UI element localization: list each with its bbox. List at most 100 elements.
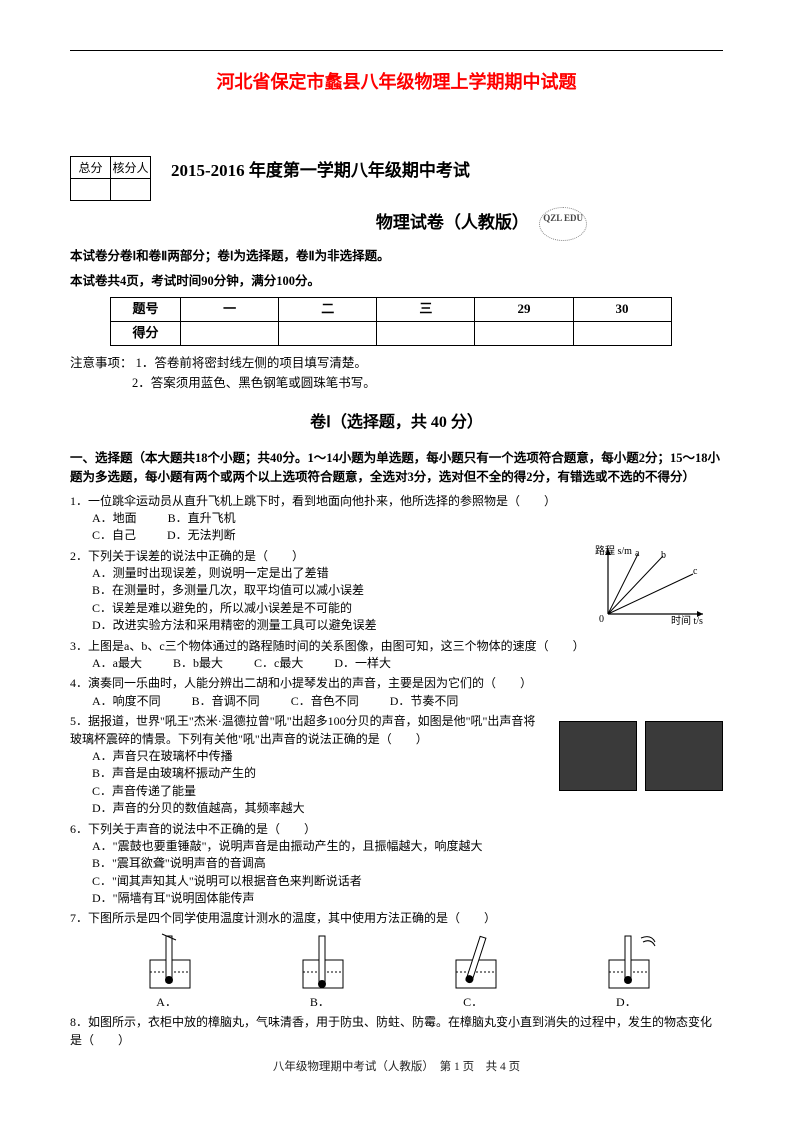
q1-opt-b: B．直升飞机 bbox=[168, 510, 236, 527]
chart-svg: a b c 路程 s/m 时间 t/s 0 bbox=[593, 544, 713, 626]
beaker-icon bbox=[438, 932, 508, 994]
chart-label-c: c bbox=[693, 566, 698, 577]
instr-2: 2．答案须用蓝色、黑色钢笔或圆珠笔书写。 bbox=[70, 374, 723, 393]
question-6: 6．下列关于声音的说法中不正确的是（ ） A．"震鼓也要重锤敲"，说明声音是由振… bbox=[70, 821, 723, 908]
beaker-label-c: C． bbox=[463, 995, 483, 1009]
question-8: 8．如图所示，衣柜中放的樟脑丸，气味清香，用于防虫、防蛀、防霉。在樟脑丸变小直到… bbox=[70, 1014, 723, 1049]
chart-xlabel: 时间 t/s bbox=[671, 614, 703, 626]
q6-opt-a: A．"震鼓也要重锤敲"，说明声音是由振动产生的，且振幅越大，响度越大 bbox=[92, 838, 723, 855]
question-5: 5．据报道，世界"吼王"杰米·温德拉曾"吼"出超多100分贝的声音，如图是他"吼… bbox=[70, 713, 723, 817]
td-label: 得分 bbox=[111, 321, 181, 345]
td-blank bbox=[279, 321, 377, 345]
q7-stem: 7．下图所示是四个同学使用温度计测水的温度，其中使用方法正确的是（ ） bbox=[70, 911, 496, 925]
instr-label: 注意事项： bbox=[70, 356, 133, 370]
logo-badge-icon: QZL EDU bbox=[539, 207, 587, 241]
page-title: 河北省保定市蠡县八年级物理上学期期中试题 bbox=[70, 69, 723, 96]
q1-opt-d: D．无法判断 bbox=[167, 527, 236, 544]
q3-stem: 3．上图是a、b、c三个物体通过的路程随时间的关系图像，由图可知，这三个物体的速… bbox=[70, 639, 585, 653]
beaker-icon bbox=[132, 932, 202, 994]
top-rule bbox=[70, 50, 723, 51]
header-row: 总分 核分人 2015-2016 年度第一学期八年级期中考试 bbox=[70, 156, 723, 201]
q5-stem: 5．据报道，世界"吼王"杰米·温德拉曾"吼"出超多100分贝的声音，如图是他"吼… bbox=[70, 714, 535, 745]
q8-stem: 8．如图所示，衣柜中放的樟脑丸，气味清香，用于防虫、防蛀、防霉。在樟脑丸变小直到… bbox=[70, 1015, 712, 1046]
q4-opt-b: B．音调不同 bbox=[192, 693, 260, 710]
question-3: 3．上图是a、b、c三个物体通过的路程随时间的关系图像，由图可知，这三个物体的速… bbox=[70, 638, 723, 673]
page-footer: 八年级物理期中考试（人教版） 第 1 页 共 4 页 bbox=[70, 1059, 723, 1076]
instr-1: 1．答卷前将密封线左侧的项目填写清楚。 bbox=[136, 356, 367, 370]
note-line-2: 本试卷共4页，考试时间90分钟，满分100分。 bbox=[70, 272, 723, 291]
exam-subtitle: 物理试卷（人教版） bbox=[376, 213, 529, 232]
q6-opt-b: B．"震耳欲聋"说明声音的音调高 bbox=[92, 855, 723, 872]
th-col: 一 bbox=[181, 297, 279, 321]
beaker-c: C． bbox=[438, 932, 508, 1011]
q3-opt-d: D．一样大 bbox=[334, 655, 391, 672]
q1-stem: 1．一位跳伞运动员从直升飞机上跳下时，看到地面向他扑来，他所选择的参照物是（ ） bbox=[70, 494, 556, 508]
q2-opt-a: A．测量时出现误差，则说明一定是出了差错 bbox=[92, 565, 583, 582]
beaker-label-b: B． bbox=[310, 995, 330, 1009]
photo-icon bbox=[645, 721, 723, 791]
beaker-icon bbox=[591, 932, 661, 994]
grid-blank bbox=[71, 179, 111, 201]
section-header: 卷Ⅰ（选择题，共 40 分） bbox=[70, 411, 723, 435]
chart-label-a: a bbox=[635, 548, 640, 559]
beaker-d: D． bbox=[591, 932, 661, 1011]
question-4: 4．演奏同一乐曲时，人能分辨出二胡和小提琴发出的声音，主要是因为它们的（ ） A… bbox=[70, 675, 723, 710]
q6-stem: 6．下列关于声音的说法中不正确的是（ ） bbox=[70, 822, 316, 836]
td-blank bbox=[573, 321, 671, 345]
q5-opt-c: C．声音传递了能量 bbox=[92, 783, 543, 800]
q2-opt-d: D．改进实验方法和采用精密的测量工具可以避免误差 bbox=[92, 617, 583, 634]
td-blank bbox=[475, 321, 573, 345]
th-col: 29 bbox=[475, 297, 573, 321]
note-line-1: 本试卷分卷Ⅰ和卷Ⅱ两部分；卷Ⅰ为选择题，卷Ⅱ为非选择题。 bbox=[70, 247, 723, 266]
q3-opt-a: A．a最大 bbox=[92, 655, 142, 672]
table-row: 题号 一 二 三 29 30 bbox=[111, 297, 672, 321]
q2-opt-b: B．在测量时，多测量几次，取平均值可以减小误差 bbox=[92, 582, 583, 599]
instructions: 注意事项： 1．答卷前将密封线左侧的项目填写清楚。 bbox=[70, 354, 723, 373]
table-row: 得分 bbox=[111, 321, 672, 345]
th-col: 30 bbox=[573, 297, 671, 321]
beaker-label-a: A． bbox=[156, 995, 177, 1009]
beaker-label-d: D． bbox=[616, 995, 637, 1009]
beaker-row: A． B． C． bbox=[90, 932, 703, 1011]
distance-time-chart: a b c 路程 s/m 时间 t/s 0 bbox=[593, 544, 713, 631]
beaker-b: B． bbox=[285, 932, 355, 1011]
chart-ylabel: 路程 s/m bbox=[595, 544, 632, 557]
th-col: 二 bbox=[279, 297, 377, 321]
q6-opt-d: D．"隔墙有耳"说明固体能传声 bbox=[92, 890, 723, 907]
q2-opt-c: C．误差是难以避免的，所以减小误差是不可能的 bbox=[92, 600, 583, 617]
q4-opt-c: C．音色不同 bbox=[291, 693, 359, 710]
q4-opt-d: D．节奏不同 bbox=[390, 693, 459, 710]
beaker-icon bbox=[285, 932, 355, 994]
question-7: 7．下图所示是四个同学使用温度计测水的温度，其中使用方法正确的是（ ） A． B… bbox=[70, 910, 723, 1011]
grid-label-total: 总分 bbox=[71, 157, 111, 179]
q5-opt-a: A．声音只在玻璃杯中传播 bbox=[92, 748, 543, 765]
q1-opt-c: C．自己 bbox=[92, 527, 136, 544]
question-2: 2．下列关于误差的说法中正确的是（ ） A．测量时出现误差，则说明一定是出了差错… bbox=[70, 548, 723, 635]
th-col: 三 bbox=[377, 297, 475, 321]
grid-blank bbox=[111, 179, 151, 201]
photo-icon bbox=[559, 721, 637, 791]
chart-label-b: b bbox=[661, 550, 666, 561]
beaker-a: A． bbox=[132, 932, 202, 1011]
q6-opt-c: C．"闻其声知其人"说明可以根据音色来判断说话者 bbox=[92, 873, 723, 890]
q4-stem: 4．演奏同一乐曲时，人能分辨出二胡和小提琴发出的声音，主要是因为它们的（ ） bbox=[70, 676, 532, 690]
q4-opt-a: A．响度不同 bbox=[92, 693, 161, 710]
grid-label-checker: 核分人 bbox=[111, 157, 151, 179]
td-blank bbox=[377, 321, 475, 345]
question-intro: 一、选择题（本大题共18个小题；共40分。1～14小题为单选题，每小题只有一个选… bbox=[70, 449, 723, 487]
score-table: 题号 一 二 三 29 30 得分 bbox=[110, 297, 672, 346]
td-blank bbox=[181, 321, 279, 345]
q5-images bbox=[559, 721, 723, 791]
q3-opt-c: C．c最大 bbox=[254, 655, 303, 672]
q5-opt-d: D．声音的分贝的数值越高，其频率越大 bbox=[92, 800, 543, 817]
score-corner-grid: 总分 核分人 bbox=[70, 156, 151, 201]
q2-stem: 2．下列关于误差的说法中正确的是（ ） bbox=[70, 549, 304, 563]
chart-origin: 0 bbox=[599, 614, 604, 625]
exam-subtitle-row: 物理试卷（人教版） QZL EDU bbox=[240, 207, 723, 241]
q1-opt-a: A．地面 bbox=[92, 510, 137, 527]
th-label: 题号 bbox=[111, 297, 181, 321]
exam-title: 2015-2016 年度第一学期八年级期中考试 bbox=[171, 158, 470, 184]
question-1: 1．一位跳伞运动员从直升飞机上跳下时，看到地面向他扑来，他所选择的参照物是（ ）… bbox=[70, 493, 723, 545]
q3-opt-b: B．b最大 bbox=[173, 655, 223, 672]
q5-opt-b: B．声音是由玻璃杯振动产生的 bbox=[92, 765, 543, 782]
